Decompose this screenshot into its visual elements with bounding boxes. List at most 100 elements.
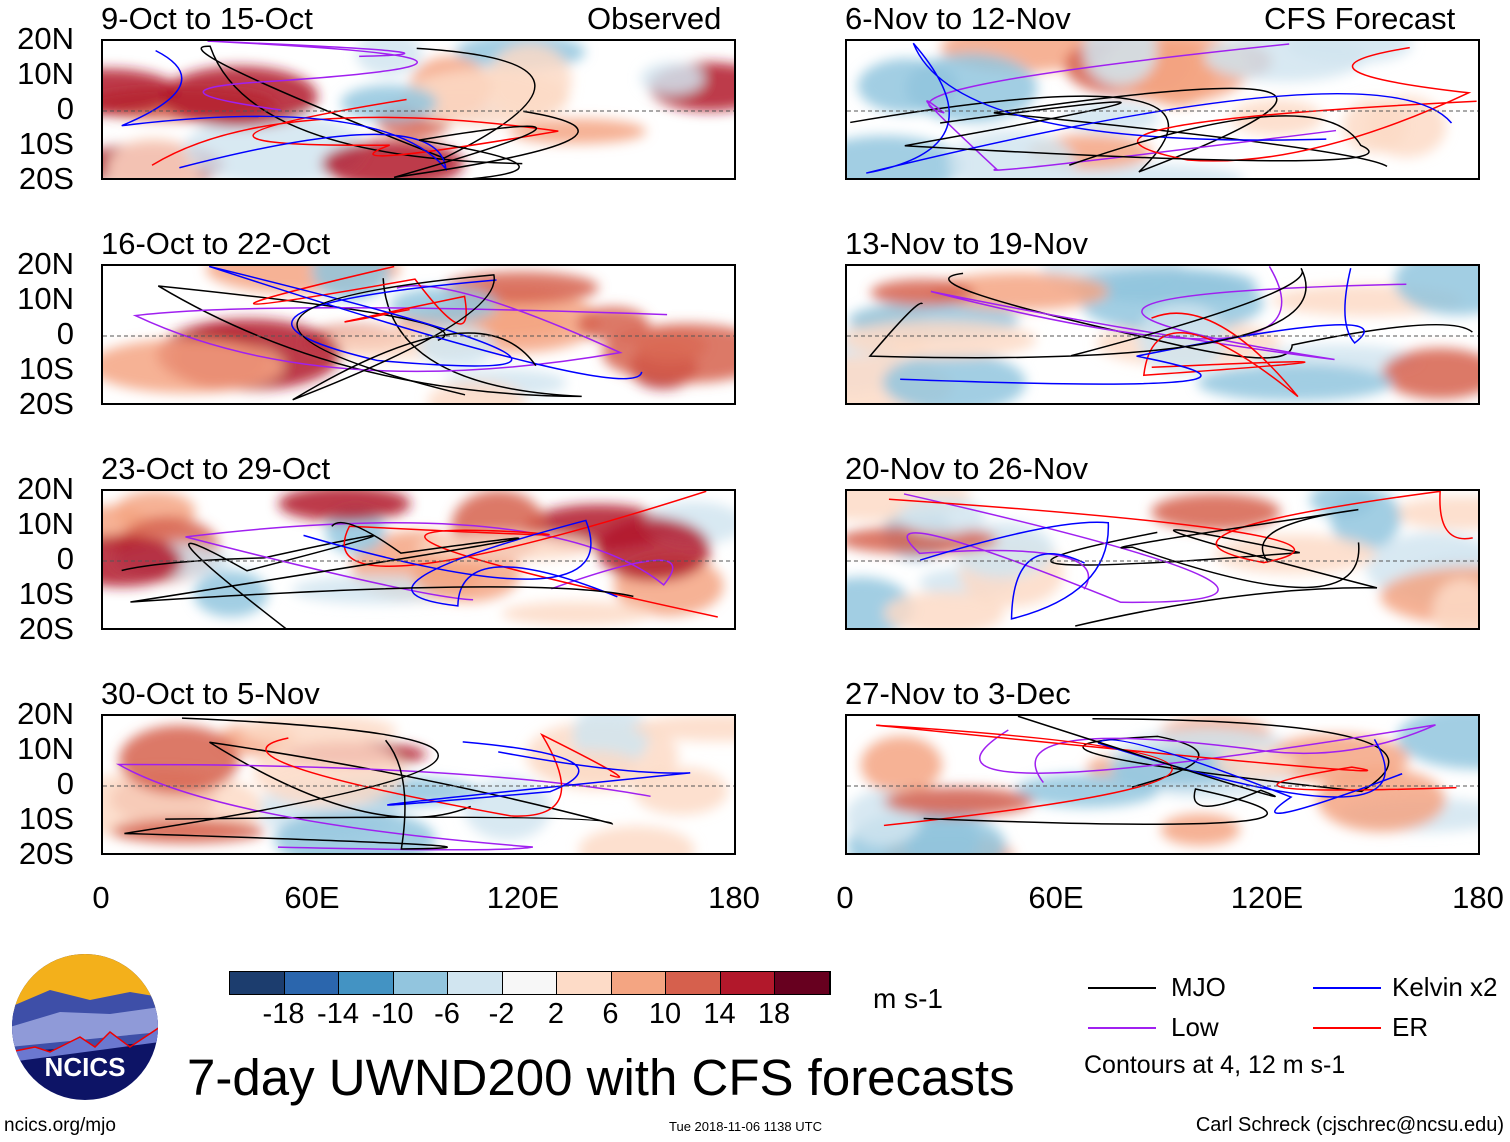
anomaly-region	[253, 739, 406, 807]
map-panel	[845, 264, 1480, 405]
map-panel	[845, 714, 1480, 855]
wave-contour	[115, 763, 651, 851]
anomaly-region	[311, 266, 390, 301]
lon-tick-label: 60E	[284, 880, 340, 915]
colorbar-swatch	[502, 972, 557, 994]
wave-contour	[393, 110, 579, 178]
colorbar-tick-label: 14	[703, 998, 736, 1030]
anomaly-region	[1396, 716, 1478, 770]
wave-contour	[265, 733, 621, 817]
panel-title: 16-Oct to 22-Oct	[101, 226, 331, 261]
wave-contour	[386, 741, 691, 806]
anomaly-region	[1064, 101, 1160, 134]
panel-title: 9-Oct to 15-Oct	[101, 1, 313, 36]
wave-contour	[185, 522, 674, 601]
wave-contour	[130, 521, 634, 603]
anomaly-region	[1394, 266, 1478, 316]
wave-contour	[1120, 508, 1360, 589]
panel-title: 30-Oct to 5-Nov	[101, 676, 320, 711]
anomaly-region	[278, 491, 411, 522]
colorbar-swatch	[666, 972, 721, 994]
panel-title: 6-Nov to 12-Nov	[845, 1, 1071, 36]
legend-label-mjo: MJO	[1171, 972, 1226, 1002]
wave-contour	[876, 724, 1457, 827]
anomaly-region	[389, 287, 499, 324]
colorbar-swatch	[230, 972, 285, 994]
colorbar-tick-label: -18	[262, 998, 305, 1030]
lat-tick-label: 10S	[18, 801, 74, 836]
anomaly-region	[1160, 813, 1241, 846]
lat-tick-label: 20N	[17, 246, 74, 281]
wave-contour	[292, 274, 537, 401]
anomaly-region	[1214, 534, 1377, 574]
wave-contour	[868, 267, 1307, 359]
legend-line-er	[1313, 1027, 1381, 1029]
colorbar-swatch	[284, 972, 339, 994]
wave-contour	[930, 266, 1407, 361]
legend-line-mjo	[1088, 987, 1156, 989]
anomaly-region	[1215, 748, 1298, 780]
lat-tick-label: 0	[56, 316, 74, 351]
map-panel	[101, 714, 736, 855]
units-label: m s-1	[873, 983, 943, 1014]
wave-contour	[303, 519, 618, 607]
panel-title: 27-Nov to 3-Dec	[845, 676, 1071, 711]
anomaly-region	[602, 323, 734, 383]
anomaly-region	[193, 570, 269, 617]
colorbar-tick-label: 2	[547, 998, 565, 1030]
wave-contour	[252, 266, 467, 325]
ncics-logo: NCICS	[12, 954, 158, 1100]
lon-tick-label: 60E	[1028, 880, 1084, 915]
legend-label-low: Low	[1171, 1012, 1219, 1042]
anomaly-region	[417, 324, 496, 368]
contour-note: Contours at 4, 12 m s-1	[1084, 1051, 1346, 1079]
column-label-observed: Observed	[587, 1, 722, 36]
anomaly-region	[1230, 99, 1323, 136]
anomaly-region	[905, 53, 1038, 123]
wave-contour	[121, 49, 447, 172]
author: Carl Schreck (cjschrec@ncsu.edu)	[1195, 1114, 1504, 1136]
legend-line-kelvin	[1313, 987, 1381, 989]
lon-tick-label: 0	[836, 880, 854, 915]
lat-tick-label: 10S	[18, 126, 74, 161]
map-panel	[845, 489, 1480, 630]
wave-contour	[948, 272, 1473, 359]
anomaly-region	[1151, 493, 1281, 531]
lat-tick-label: 0	[56, 766, 74, 801]
wave-contour	[151, 98, 559, 166]
colorbar-swatch	[611, 972, 666, 994]
figure-title: 7-day UWND200 with CFS forecasts	[187, 1049, 1015, 1106]
wave-contour	[1082, 717, 1390, 793]
lat-tick-label: 10S	[18, 576, 74, 611]
legend-label-er: ER	[1392, 1012, 1429, 1042]
colorbar	[229, 971, 831, 995]
lon-tick-label: 120E	[1230, 880, 1304, 915]
colorbar-swatch	[339, 972, 394, 994]
wave-contour	[343, 491, 718, 618]
wave-contour	[903, 493, 1219, 604]
anomaly-region	[1014, 773, 1159, 808]
colorbar-tick-label: -2	[488, 998, 515, 1030]
anomaly-region	[870, 279, 975, 307]
colorbar-swatch	[775, 972, 830, 994]
lat-tick-label: 10S	[18, 351, 74, 386]
wave-contour	[165, 741, 614, 825]
wave-contour	[1136, 46, 1477, 162]
anomaly-region	[632, 716, 734, 742]
legend-line-low	[1088, 1027, 1156, 1029]
lon-tick-label: 0	[92, 880, 110, 915]
anomaly-region	[883, 787, 1034, 817]
wave-contour	[923, 716, 1276, 826]
anomaly-region	[860, 736, 943, 794]
wave-contour	[208, 266, 643, 380]
colorbar-tick-label: 10	[648, 998, 682, 1030]
anomaly-region	[847, 320, 1037, 359]
colorbar-swatch	[448, 972, 503, 994]
anomaly-region	[119, 725, 240, 795]
wave-contour	[979, 724, 1436, 784]
anomaly-region	[1309, 491, 1375, 518]
anomaly-region	[274, 809, 436, 853]
anomaly-region	[847, 135, 963, 178]
anomaly-region	[1317, 768, 1446, 832]
